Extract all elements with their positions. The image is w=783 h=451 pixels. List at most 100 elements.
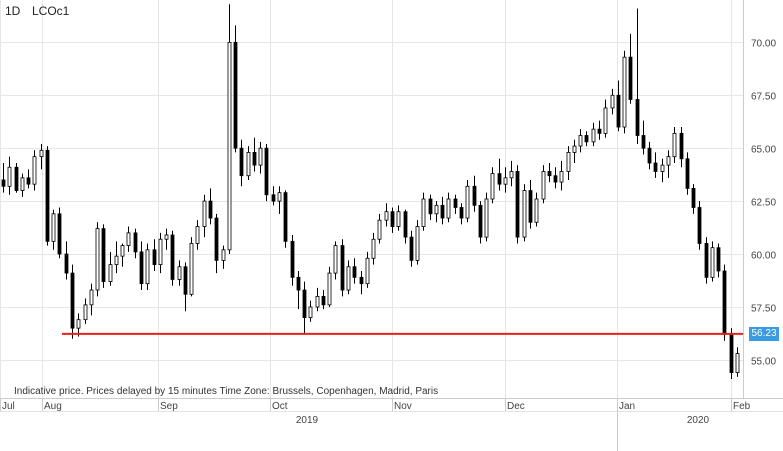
candle-body [20, 177, 25, 191]
candle [377, 213, 382, 244]
candle [428, 194, 433, 221]
candle [691, 184, 696, 214]
candle-body [396, 211, 401, 227]
candle-body [591, 128, 596, 143]
candle-body [195, 226, 200, 244]
candle-body [7, 166, 12, 187]
candle [39, 143, 44, 170]
candle-body [641, 135, 646, 149]
candle [32, 150, 37, 191]
candle [264, 143, 269, 202]
candle-body [660, 164, 665, 172]
candle-body [384, 211, 389, 221]
candle-body [164, 234, 169, 240]
candle-body [57, 213, 62, 255]
month-label: Feb [733, 401, 751, 412]
candle [114, 241, 119, 274]
candle [258, 141, 263, 174]
candle [541, 165, 546, 204]
candle-body [152, 249, 157, 266]
candle [45, 146, 50, 246]
candle [584, 131, 589, 147]
candle-body [390, 211, 395, 227]
support-price-tag: 56.23 [749, 327, 779, 341]
month-label: Nov [394, 401, 412, 412]
candle [628, 33, 633, 104]
month-label: Dec [507, 401, 525, 412]
candle-body [597, 128, 602, 134]
candle-body [183, 266, 188, 295]
candle [252, 137, 257, 172]
candle [365, 251, 370, 288]
candle [459, 203, 464, 225]
candle [446, 192, 451, 223]
candle [547, 163, 552, 183]
year-label: 2020 [687, 415, 710, 426]
candle [214, 213, 219, 274]
candle [189, 237, 194, 297]
candle [603, 99, 608, 138]
candle-body [710, 247, 715, 278]
candle [384, 203, 389, 227]
candle-body [409, 236, 414, 261]
candle-body [691, 188, 696, 208]
candle [660, 158, 665, 183]
candle-body [472, 185, 477, 206]
candle [490, 167, 495, 204]
candle-body [666, 156, 671, 166]
candle-body [735, 353, 740, 373]
candle-body [371, 238, 376, 259]
candle [566, 146, 571, 180]
candle [152, 239, 157, 271]
candle [685, 152, 690, 195]
candle-body [39, 149, 44, 158]
y-tick-label: 62.50 [751, 198, 776, 209]
candle-body [346, 266, 351, 291]
candle-body [202, 200, 207, 227]
candle-body [716, 247, 721, 272]
candle-body [403, 211, 408, 238]
interval-label[interactable]: 1D [5, 4, 21, 18]
candle [509, 160, 514, 187]
candle [710, 241, 715, 282]
candle [296, 270, 301, 310]
y-axis-labels: 55.00 57.50 60.00 62.50 65.00 67.50 70.00 [751, 39, 776, 368]
candle [610, 88, 615, 115]
month-label: Jan [619, 401, 635, 412]
candlestick-series [1, 4, 740, 379]
candle [202, 194, 207, 238]
candle [403, 209, 408, 244]
candle [1, 163, 6, 193]
candle-body [227, 41, 232, 251]
candle-body [252, 152, 257, 166]
candle [503, 167, 508, 193]
candle-body [497, 173, 502, 185]
candle [208, 188, 213, 225]
candle [101, 224, 106, 288]
candle [126, 226, 131, 252]
candle [195, 220, 200, 250]
candle-body [446, 198, 451, 219]
candle-body [214, 217, 219, 261]
candle [302, 281, 307, 335]
month-label: Oct [272, 401, 288, 412]
candle [76, 313, 81, 337]
candle [666, 150, 671, 178]
x-axis: Jul Aug Sep Oct Nov Dec Jan Feb 2019 2020 [0, 398, 783, 451]
candle-body [126, 232, 131, 246]
candle [290, 234, 295, 286]
candle-body [484, 198, 489, 238]
candle-body [490, 173, 495, 200]
candle [246, 146, 251, 180]
y-tick-label: 55.00 [751, 357, 776, 368]
candle-body [547, 171, 552, 177]
candle [559, 160, 564, 191]
candle [283, 190, 288, 248]
candle [346, 260, 351, 295]
candle [697, 201, 702, 250]
candle [164, 228, 169, 250]
candle-body [628, 56, 633, 100]
candle [315, 287, 320, 312]
candle [421, 192, 426, 231]
